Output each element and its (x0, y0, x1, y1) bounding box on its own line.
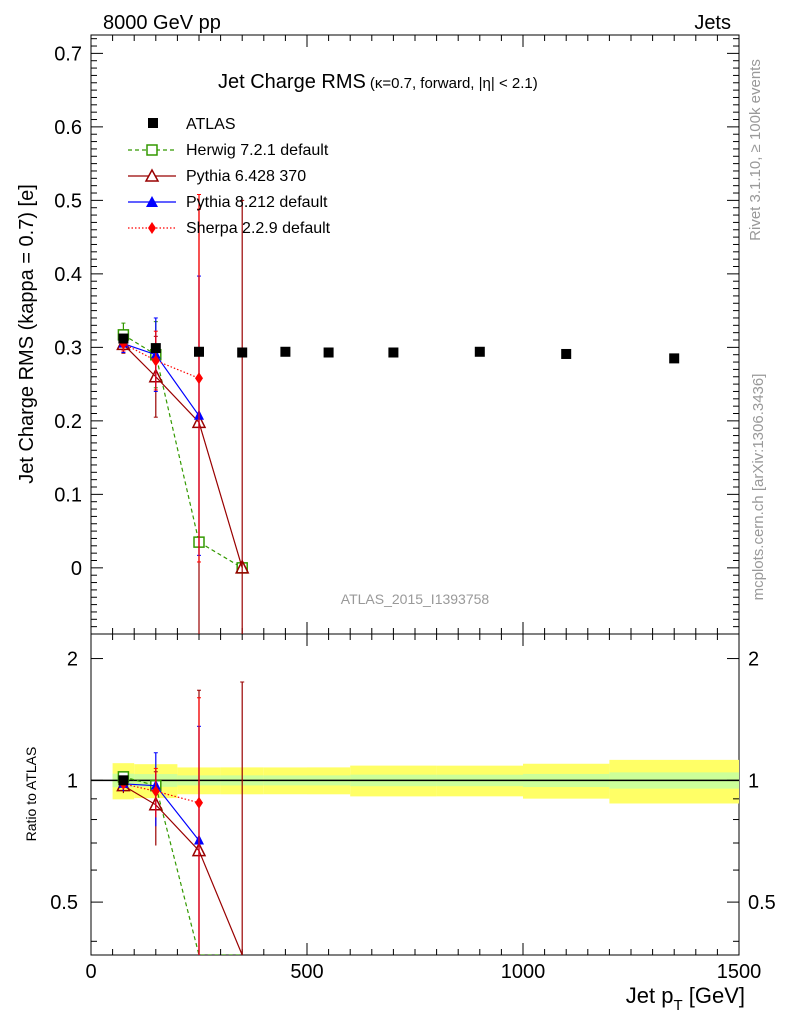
series-3-point (151, 354, 160, 367)
y-tick-label: 0.2 (54, 411, 82, 433)
main-series-layer (116, 193, 680, 634)
legend-pythia6-label: Pythia 6.428 370 (186, 168, 306, 185)
tick-labels: 0 500 1000 1500 0 0.1 0.2 0.3 0.4 0.5 0.6 0.7 0.5 0.5… (50, 43, 776, 983)
series-1-ratio-line (123, 785, 243, 955)
y-tick-label: 0.5 (54, 190, 82, 212)
ratio-tick-label: 2 (67, 649, 78, 671)
legend-pythia8-marker (146, 196, 158, 207)
rivet-version-label: Rivet 3.1.10, ≥ 100k events (747, 59, 764, 241)
ratio-series-layer (116, 681, 245, 955)
ratio-tick-label-right: 0.5 (748, 892, 776, 914)
atlas-data-point (194, 346, 204, 357)
ratio-uncertainty-bands (91, 759, 739, 804)
x-tick-label: 1500 (717, 961, 762, 983)
analysis-watermark: ATLAS_2015_I1393758 (341, 591, 490, 607)
plot-title: Jet Charge RMS (κ=0.7, forward, |η| < 2.1… (218, 71, 538, 93)
atlas-data-point (118, 333, 129, 344)
mcplots-source-label: mcplots.cern.ch [arXiv:1306.3436] (750, 374, 767, 601)
atlas-data-point (323, 347, 334, 358)
atlas-data-point (150, 343, 161, 354)
y-tick-label: 0.7 (54, 43, 82, 65)
y-tick-label: 0.3 (54, 337, 82, 359)
legend-sherpa-label: Sherpa 2.2.9 default (186, 220, 331, 237)
x-tick-label: 0 (85, 961, 96, 983)
series-0-line (123, 334, 243, 569)
ratio-tick-label: 1 (67, 770, 78, 792)
atlas-data-point (388, 347, 399, 358)
series-3-ratio-point (151, 785, 160, 798)
ratio-tick-label: 0.5 (50, 892, 78, 914)
legend: ATLAS Herwig 7.2.1 default Pythia 6.428 … (128, 116, 331, 237)
energy-label: 8000 GeV pp (103, 12, 221, 34)
series-3-line (123, 343, 200, 379)
atlas-data-point (280, 346, 291, 357)
legend-herwig-marker (146, 144, 158, 156)
axis-ticks (90, 35, 740, 955)
legend-atlas-marker (148, 118, 158, 128)
x-tick-label: 1000 (501, 961, 546, 983)
y-tick-label: 0.4 (54, 264, 82, 286)
legend-herwig-label: Herwig 7.2.1 default (186, 142, 329, 159)
legend-atlas-label: ATLAS (186, 116, 236, 133)
series-3-point (195, 372, 203, 385)
series-0-ratio-line (123, 776, 243, 955)
atlas-data-point (561, 348, 572, 359)
atlas-data-point (237, 347, 248, 358)
atlas-ratio-point (118, 775, 129, 786)
series-1-line (122, 343, 243, 569)
process-label: Jets (694, 12, 731, 34)
y-tick-label: 0.6 (54, 117, 82, 139)
y-tick-label: 0.1 (54, 484, 82, 506)
legend-pythia8-label: Pythia 8.212 default (186, 194, 328, 211)
x-tick-label: 500 (290, 961, 323, 983)
series-3-ratio-line (123, 783, 200, 804)
atlas-data-point (474, 346, 485, 357)
series-3-ratio-point (195, 796, 203, 809)
y-tick-label: 0 (71, 558, 82, 580)
x-axis-title: Jet pT [GeV] (626, 983, 745, 1014)
legend-pythia6-marker (144, 168, 160, 182)
ratio-tick-label-right: 2 (748, 649, 759, 671)
legend-sherpa-marker (148, 222, 156, 234)
ratio-axis-title: Ratio to ATLAS (23, 747, 39, 842)
series-1-point (234, 559, 250, 574)
ratio-tick-label-right: 1 (748, 770, 759, 792)
atlas-data-point (669, 353, 680, 364)
y-axis-title: Jet Charge RMS (kappa = 0.7) [e] (16, 184, 38, 484)
